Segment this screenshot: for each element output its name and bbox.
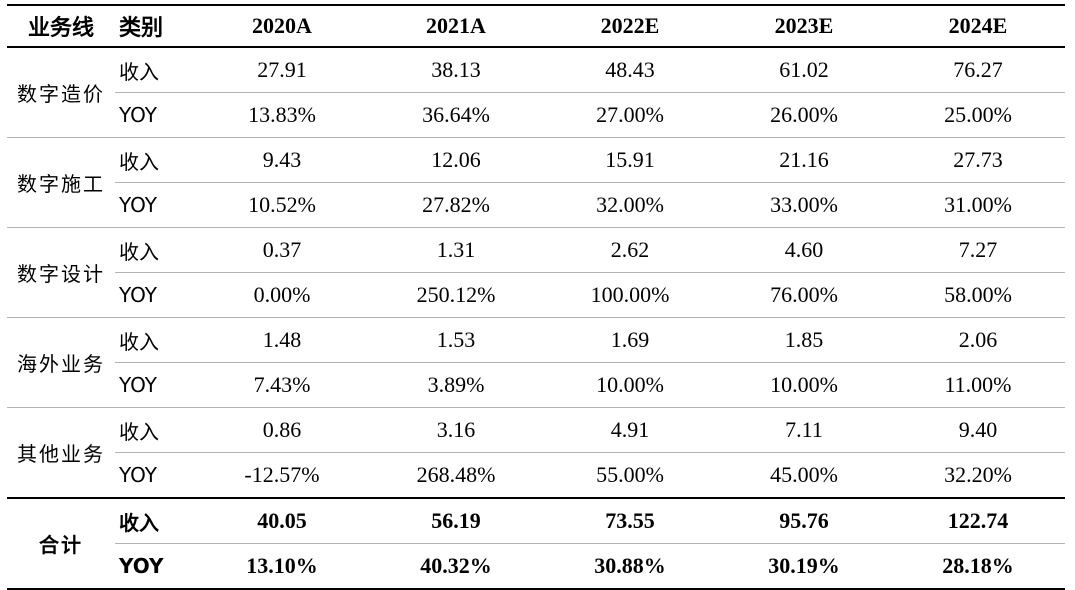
table-cell: 1.69 xyxy=(543,317,717,363)
table-cell: 7.27 xyxy=(891,227,1065,273)
table-cell: 15.91 xyxy=(543,137,717,183)
header-business-line: 业务线 xyxy=(7,4,115,48)
table-cell: -12.57% xyxy=(195,452,369,499)
row-category: 收入 xyxy=(115,227,195,273)
table-cell: 27.73 xyxy=(891,137,1065,183)
table-cell: 1.48 xyxy=(195,317,369,363)
table-header-row: 业务线 类别 2020A 2021A 2022E 2023E 2024E xyxy=(7,4,1065,48)
row-category: 收入 xyxy=(115,317,195,363)
table-cell: 32.00% xyxy=(543,182,717,228)
total-row: 合计 收入 40.05 56.19 73.55 95.76 122.74 xyxy=(7,497,1065,590)
table-cell: 95.76 xyxy=(717,497,891,544)
table-cell: 13.10% xyxy=(195,543,369,590)
table-cell: 32.20% xyxy=(891,452,1065,499)
table-cell: 26.00% xyxy=(717,92,891,138)
table-row: 海外业务 收入 1.48 1.53 1.69 1.85 2.06 xyxy=(7,317,1065,408)
table-cell: 4.60 xyxy=(717,227,891,273)
row-category: YOY xyxy=(115,543,195,590)
row-category: 收入 xyxy=(115,137,195,183)
table-cell: 9.40 xyxy=(891,407,1065,453)
row-category: 收入 xyxy=(115,407,195,453)
header-year: 2023E xyxy=(717,4,891,48)
table-cell: 73.55 xyxy=(543,497,717,544)
table-cell: 1.31 xyxy=(369,227,543,273)
table-row: 数字设计 收入 0.37 1.31 2.62 4.60 7.27 xyxy=(7,227,1065,318)
table-cell: 7.43% xyxy=(195,362,369,408)
table-row: YOY 0.00% 250.12% 100.00% 76.00% 58.00% xyxy=(7,272,1065,318)
table-cell: 25.00% xyxy=(891,92,1065,138)
table-cell: 31.00% xyxy=(891,182,1065,228)
row-category: 收入 xyxy=(115,497,195,544)
table-cell: 76.00% xyxy=(717,272,891,318)
table-cell: 250.12% xyxy=(369,272,543,318)
table-cell: 33.00% xyxy=(717,182,891,228)
table-cell: 100.00% xyxy=(543,272,717,318)
row-category: YOY xyxy=(115,182,195,228)
total-label: 合计 xyxy=(7,497,115,590)
table-cell: 45.00% xyxy=(717,452,891,499)
table-cell: 0.86 xyxy=(195,407,369,453)
header-year: 2024E xyxy=(891,4,1065,48)
table-cell: 11.00% xyxy=(891,362,1065,408)
table-cell: 1.53 xyxy=(369,317,543,363)
table-cell: 27.91 xyxy=(195,47,369,93)
table-cell: 2.06 xyxy=(891,317,1065,363)
table-cell: 76.27 xyxy=(891,47,1065,93)
header-year: 2022E xyxy=(543,4,717,48)
row-category: 收入 xyxy=(115,47,195,93)
table-cell: 27.82% xyxy=(369,182,543,228)
table-cell: 38.13 xyxy=(369,47,543,93)
row-category: YOY xyxy=(115,92,195,138)
table-cell: 0.00% xyxy=(195,272,369,318)
table-row: YOY 10.52% 27.82% 32.00% 33.00% 31.00% xyxy=(7,182,1065,228)
table-cell: 61.02 xyxy=(717,47,891,93)
table-row: YOY -12.57% 268.48% 55.00% 45.00% 32.20% xyxy=(7,452,1065,499)
table-row: 数字造价 收入 27.91 38.13 48.43 61.02 76.27 xyxy=(7,47,1065,138)
table-cell: 122.74 xyxy=(891,497,1065,544)
table-cell: 12.06 xyxy=(369,137,543,183)
table-cell: 27.00% xyxy=(543,92,717,138)
table-cell: 3.89% xyxy=(369,362,543,408)
table-row: YOY 7.43% 3.89% 10.00% 10.00% 11.00% xyxy=(7,362,1065,408)
table-cell: 0.37 xyxy=(195,227,369,273)
table-cell: 21.16 xyxy=(717,137,891,183)
table-row: 数字施工 收入 9.43 12.06 15.91 21.16 27.73 xyxy=(7,137,1065,228)
table-cell: 30.88% xyxy=(543,543,717,590)
table-cell: 7.11 xyxy=(717,407,891,453)
table-row: 其他业务 收入 0.86 3.16 4.91 7.11 9.40 xyxy=(7,407,1065,499)
table-cell: 1.85 xyxy=(717,317,891,363)
table-cell: 3.16 xyxy=(369,407,543,453)
table-cell: 40.32% xyxy=(369,543,543,590)
table-cell: 268.48% xyxy=(369,452,543,499)
revenue-forecast-table: 业务线 类别 2020A 2021A 2022E 2023E 2024E 数字造… xyxy=(7,4,1065,590)
table-cell: 9.43 xyxy=(195,137,369,183)
row-category: YOY xyxy=(115,452,195,499)
row-category: YOY xyxy=(115,362,195,408)
table-cell: 10.00% xyxy=(543,362,717,408)
business-line-name: 数字设计 xyxy=(7,227,115,318)
table-cell: 56.19 xyxy=(369,497,543,544)
table-cell: 58.00% xyxy=(891,272,1065,318)
table-cell: 10.00% xyxy=(717,362,891,408)
business-line-name: 数字造价 xyxy=(7,47,115,138)
total-row: YOY 13.10% 40.32% 30.88% 30.19% 28.18% xyxy=(7,543,1065,590)
table-cell: 4.91 xyxy=(543,407,717,453)
row-category: YOY xyxy=(115,272,195,318)
business-line-name: 海外业务 xyxy=(7,317,115,408)
header-year: 2020A xyxy=(195,4,369,48)
header-category: 类别 xyxy=(115,4,195,48)
header-year: 2021A xyxy=(369,4,543,48)
table-cell: 10.52% xyxy=(195,182,369,228)
table-row: YOY 13.83% 36.64% 27.00% 26.00% 25.00% xyxy=(7,92,1065,138)
business-line-name: 数字施工 xyxy=(7,137,115,228)
table-cell: 36.64% xyxy=(369,92,543,138)
table-cell: 13.83% xyxy=(195,92,369,138)
table-cell: 55.00% xyxy=(543,452,717,499)
table-cell: 48.43 xyxy=(543,47,717,93)
table-cell: 2.62 xyxy=(543,227,717,273)
table-cell: 28.18% xyxy=(891,543,1065,590)
table-cell: 30.19% xyxy=(717,543,891,590)
business-line-name: 其他业务 xyxy=(7,407,115,499)
table-cell: 40.05 xyxy=(195,497,369,544)
